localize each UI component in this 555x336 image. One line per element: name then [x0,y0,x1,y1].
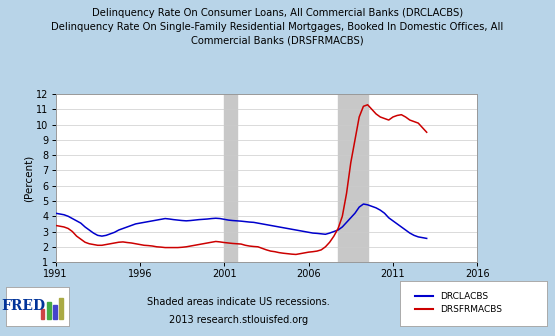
Text: Commercial Banks (DRSFRMACBS): Commercial Banks (DRSFRMACBS) [191,35,364,45]
Bar [338,94,367,262]
FancyArrow shape [47,302,51,319]
Text: Delinquency Rate On Single-Family Residential Mortgages, Booked In Domestic Offi: Delinquency Rate On Single-Family Reside… [52,22,503,32]
Bar [224,94,237,262]
Text: 2013 research.stlouisfed.org: 2013 research.stlouisfed.org [169,315,308,325]
Text: Delinquency Rate On Consumer Loans, All Commercial Banks (DRCLACBS): Delinquency Rate On Consumer Loans, All … [92,8,463,18]
Text: FRED: FRED [1,299,46,313]
FancyArrow shape [41,309,44,319]
Y-axis label: (Percent): (Percent) [23,155,33,202]
FancyArrow shape [53,305,57,319]
FancyArrow shape [59,298,63,319]
Text: Shaded areas indicate US recessions.: Shaded areas indicate US recessions. [147,297,330,307]
Legend: DRCLACBS, DRSFRMACBS: DRCLACBS, DRSFRMACBS [410,288,506,319]
